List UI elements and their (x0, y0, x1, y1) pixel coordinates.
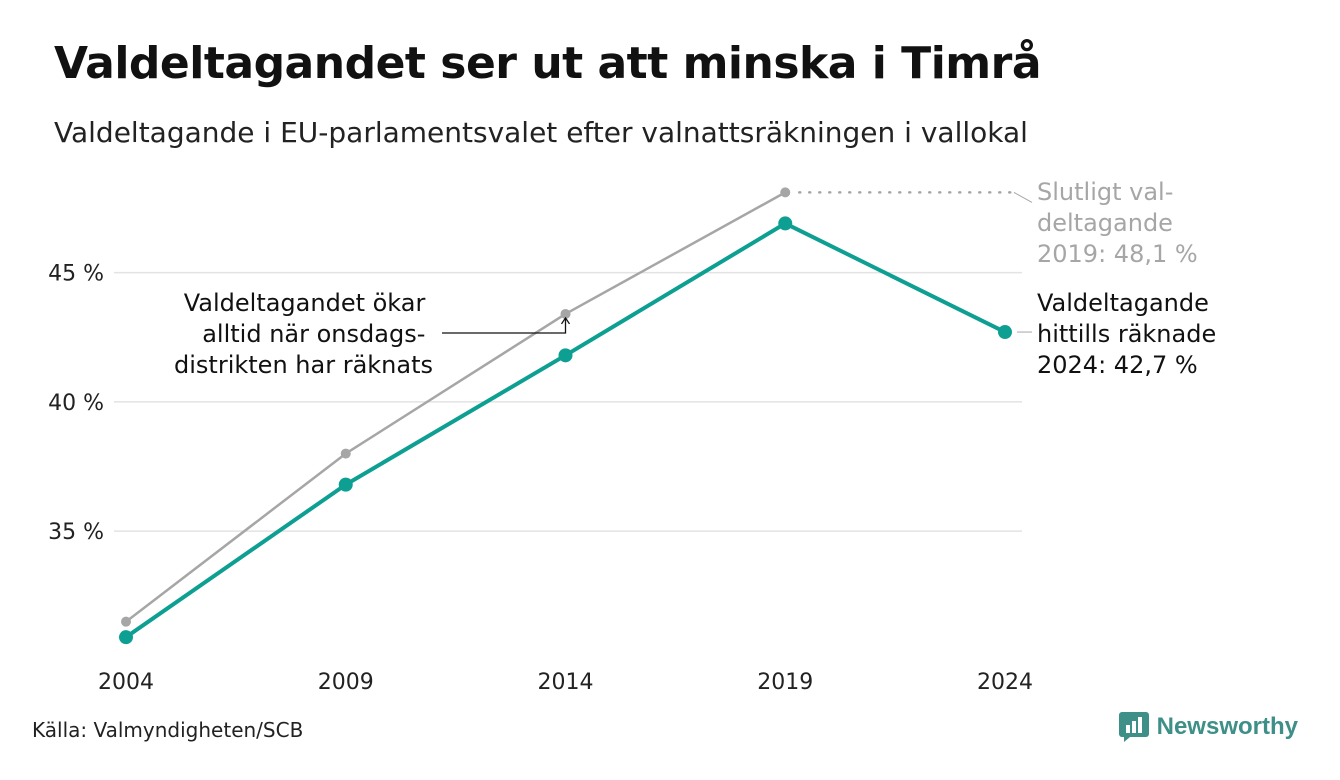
y-tick-label: 40 % (48, 391, 104, 416)
wednesday-label-line: alltid när onsdags- (202, 320, 425, 348)
series-point-final (340, 448, 351, 459)
x-axis-ticks: 2004 2009 2014 2019 2024 (98, 670, 1033, 695)
series-point-counted (338, 477, 353, 492)
brand-name: Newsworthy (1156, 713, 1298, 740)
final-turnout-label-line: Slutligt val- (1037, 178, 1173, 206)
x-tick-label: 2014 (538, 670, 594, 695)
series-point-counted (558, 348, 573, 363)
series-point-counted (778, 216, 793, 231)
wednesday-arrow (442, 317, 567, 334)
newsworthy-logo-icon (1118, 712, 1149, 742)
series-point-final (121, 616, 131, 627)
chart-subtitle: Valdeltagande i EU-parlamentsvalet efter… (54, 116, 1028, 149)
source-note: Källa: Valmyndigheten/SCB (32, 718, 304, 742)
y-axis-ticks: 35 % 40 % 45 % (48, 262, 104, 546)
counted-turnout-label-line: 2024: 42,7 % (1037, 351, 1198, 379)
y-tick-label: 35 % (48, 520, 104, 545)
series-point-counted (119, 630, 133, 645)
line-chart: 35 % 40 % 45 % 2004 2009 2014 2019 2024 Slutli… (48, 178, 1224, 695)
counted-turnout-label-line: hittills räknade (1037, 320, 1216, 348)
final-turnout-label-line: 2019: 48,1 % (1037, 240, 1198, 268)
final-turnout-label-line: deltagande (1037, 209, 1173, 237)
x-tick-label: 2024 (977, 670, 1033, 695)
y-tick-label: 45 % (48, 262, 104, 287)
counted-turnout-label: Valdeltagande hittills räknade 2024: 42,… (1037, 289, 1224, 379)
annotations: Slutligt val- deltagande 2019: 48,1 % Va… (174, 178, 1224, 379)
series-point-final (560, 308, 571, 319)
wednesday-label-line: distrikten har räknats (174, 351, 433, 379)
series-lines (119, 187, 1012, 645)
series-line-counted (124, 221, 1006, 639)
series-point-final (780, 187, 791, 198)
x-tick-label: 2019 (757, 670, 813, 695)
brand[interactable]: Newsworthy (1118, 712, 1298, 742)
final-turnout-leader (1013, 191, 1033, 203)
x-tick-label: 2004 (98, 670, 154, 695)
chart-title: Valdeltagandet ser ut att minska i Timrå (54, 38, 1042, 89)
counted-turnout-label-line: Valdeltagande (1037, 289, 1209, 317)
x-tick-label: 2009 (318, 670, 374, 695)
series-point-counted (998, 325, 1012, 340)
wednesday-arrowhead (560, 316, 571, 325)
gridlines (114, 271, 1022, 532)
wednesday-label-line: Valdeltagandet ökar (184, 289, 426, 317)
final-turnout-label: Slutligt val- deltagande 2019: 48,1 % (1037, 178, 1198, 268)
series-line-final (125, 191, 786, 623)
wednesday-label: Valdeltagandet ökar alltid när onsdags- … (174, 289, 433, 379)
